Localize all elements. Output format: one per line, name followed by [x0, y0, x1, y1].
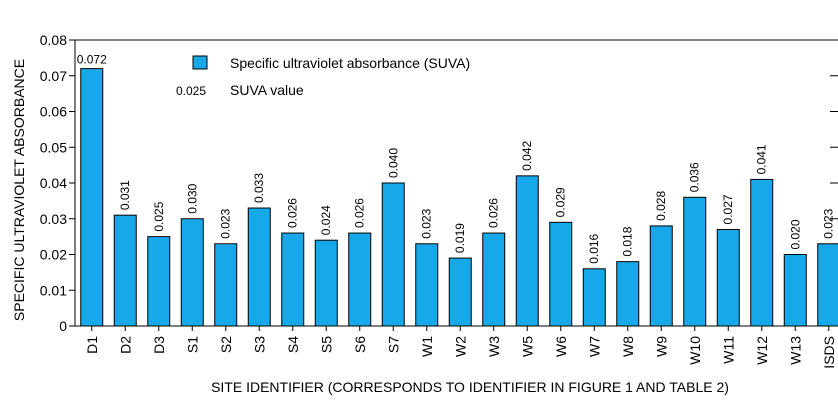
- bar: [214, 243, 238, 327]
- x-tick-label: S7: [385, 336, 401, 353]
- y-tick-label: 0.05: [40, 139, 67, 155]
- bar: [750, 178, 774, 327]
- value-label: 0.025: [152, 201, 166, 231]
- value-label: 0.016: [587, 233, 601, 263]
- y-tick-label: 0.08: [40, 32, 67, 48]
- x-tick-label: W13: [787, 336, 803, 365]
- y-tick-label: 0.04: [40, 175, 67, 191]
- value-label: 0.027: [721, 194, 735, 224]
- value-label: 0.026: [353, 198, 367, 228]
- bar: [817, 243, 838, 327]
- value-label: 0.040: [386, 148, 400, 178]
- legend-swatch: [192, 55, 208, 70]
- value-label: 0.023: [420, 208, 434, 238]
- bar: [180, 218, 204, 327]
- legend-sample-text: SUVA value: [230, 82, 304, 98]
- value-label: 0.036: [688, 162, 702, 192]
- bar: [649, 225, 673, 327]
- value-label: 0.030: [185, 183, 199, 213]
- value-label: 0.019: [453, 223, 467, 253]
- y-tick-label: 0: [59, 318, 67, 334]
- x-tick-label: W6: [553, 336, 569, 357]
- x-tick-label: ISDS: [821, 336, 837, 369]
- bar: [80, 68, 104, 327]
- x-tick-label: W11: [720, 336, 736, 364]
- value-label: 0.028: [654, 191, 668, 221]
- value-label: 0.029: [554, 187, 568, 217]
- x-tick-label: S6: [352, 336, 368, 353]
- bar: [381, 182, 405, 327]
- bar: [515, 175, 539, 327]
- bar: [281, 232, 305, 327]
- bar: [582, 268, 606, 327]
- bar: [314, 239, 338, 327]
- x-tick-label: D2: [117, 336, 133, 354]
- bar: [415, 243, 439, 327]
- x-axis-label: SITE IDENTIFIER (CORRESPONDS TO IDENTIFI…: [211, 379, 729, 395]
- y-tick-label: 0.01: [40, 282, 67, 298]
- bar: [247, 207, 271, 327]
- x-tick-label: S2: [218, 336, 234, 353]
- value-label: 0.023: [822, 208, 836, 238]
- x-tick-label: W9: [653, 336, 669, 357]
- x-tick-label: S4: [285, 336, 301, 353]
- x-tick-label: S5: [318, 336, 334, 353]
- y-tick-label: 0.03: [40, 211, 67, 227]
- x-tick-label: S3: [251, 336, 267, 353]
- value-label: 0.024: [319, 205, 333, 235]
- bar: [482, 232, 506, 327]
- bar: [616, 261, 640, 327]
- x-tick-label: W1: [419, 336, 435, 357]
- legend-sample: 0.025: [176, 84, 206, 98]
- y-tick-label: 0.02: [40, 247, 67, 263]
- bar: [113, 214, 137, 327]
- legend-label: Specific ultraviolet absorbance (SUVA): [230, 55, 470, 71]
- value-label: 0.041: [755, 144, 769, 174]
- y-tick-label: 0.07: [40, 68, 67, 84]
- x-tick-label: W10: [687, 336, 703, 365]
- bar: [716, 228, 740, 327]
- value-label: 0.033: [252, 173, 266, 203]
- y-axis-label: SPECIFIC ULTRAVIOLET ABSORBANCE: [11, 59, 27, 321]
- x-tick-label: W7: [586, 336, 602, 357]
- x-tick-label: W2: [452, 336, 468, 357]
- value-label: 0.026: [487, 198, 501, 228]
- value-label: 0.042: [520, 140, 534, 170]
- bar: [783, 254, 807, 327]
- x-tick-label: W5: [519, 336, 535, 357]
- x-tick-label: S1: [184, 336, 200, 353]
- bar: [683, 196, 707, 327]
- x-tick-label: W8: [620, 336, 636, 357]
- value-label: 0.018: [621, 226, 635, 256]
- y-tick-label: 0.06: [40, 104, 67, 120]
- bar: [348, 232, 372, 327]
- value-label: 0.020: [788, 219, 802, 249]
- x-tick-label: W12: [754, 336, 770, 365]
- bar: [147, 236, 171, 327]
- x-tick-label: D1: [84, 336, 100, 354]
- bar: [448, 257, 472, 327]
- value-label: 0.031: [118, 180, 132, 210]
- x-tick-label: D3: [151, 336, 167, 354]
- bar: [549, 221, 573, 327]
- value-label: 0.023: [219, 208, 233, 238]
- value-label: 0.026: [286, 198, 300, 228]
- x-tick-label: W3: [486, 336, 502, 357]
- value-label: 0.072: [77, 53, 107, 67]
